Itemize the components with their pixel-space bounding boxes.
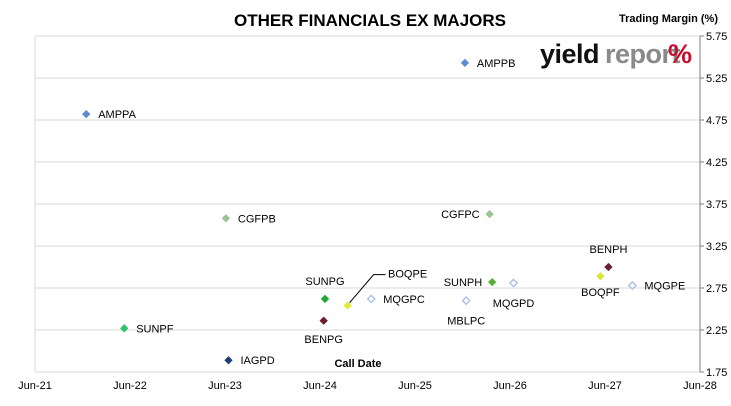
leader-line-boqpe: [349, 274, 386, 303]
y-tick-label: 5.75: [706, 31, 727, 43]
data-point-benph: [604, 262, 613, 272]
point-label-iagpd: IAGPD: [240, 355, 274, 367]
axes: [34, 35, 704, 373]
data-point-sunpf: [120, 324, 129, 333]
x-tick-label: Jun-22: [113, 380, 147, 392]
point-label-cgfpb: CGFPB: [238, 213, 276, 225]
point-label-mqgpe: MQGPE: [644, 280, 685, 292]
point-label-boqpe: BOQPE: [388, 269, 427, 281]
leader-lines: [349, 274, 386, 303]
y-tick-label: 5.25: [706, 73, 727, 85]
y-tick-label: 3.75: [706, 199, 727, 211]
point-label-boqpf: BOQPF: [581, 287, 620, 299]
x-tick-label: Jun-23: [208, 380, 242, 392]
y-tick-label: 1.75: [706, 367, 727, 379]
x-axis-label: Call Date: [334, 358, 381, 370]
point-labels: AMPPA AMPPB CGFPB CGFPC SUNPF IAGPD SUNPG BENPG…: [98, 58, 685, 367]
yieldreport-logo: yield report %: [540, 39, 692, 69]
y-tick-labels: 1.75 2.25 2.75 3.25 3.75 4.25 4.75 5.25 5.75: [706, 31, 727, 379]
x-tick-label: Jun-28: [683, 380, 717, 392]
data-point-mblpc: [461, 296, 471, 306]
point-label-sunph: SUNPH: [444, 277, 483, 289]
logo-text-report: report: [605, 39, 681, 69]
data-point-sunph: [488, 277, 497, 287]
point-label-mqgpc: MQGPC: [383, 294, 425, 306]
logo-text-yield: yield: [540, 39, 599, 69]
data-point-amppb: [460, 58, 470, 68]
y-tick-label: 2.75: [706, 283, 727, 295]
y-tick-label: 4.25: [706, 157, 727, 169]
data-point-mqgpc: [366, 294, 376, 304]
x-tick-label: Jun-21: [18, 380, 52, 392]
point-label-amppa: AMPPA: [98, 109, 136, 121]
point-label-sunpf: SUNPF: [136, 323, 174, 335]
data-point-amppa: [82, 109, 91, 119]
data-point-mqgpd: [508, 278, 519, 288]
x-tick-label: Jun-24: [303, 380, 337, 392]
data-point-boqpf: [596, 272, 605, 281]
data-points: [82, 58, 637, 365]
x-tick-label: Jun-27: [588, 380, 622, 392]
x-tick-label: Jun-25: [398, 380, 432, 392]
logo-percent-icon: %: [668, 39, 692, 69]
point-label-cgfpc: CGFPC: [441, 209, 480, 221]
point-label-benph: BENPH: [590, 244, 628, 256]
y-axis-label: Trading Margin (%): [619, 13, 718, 25]
y-tick-label: 2.25: [706, 325, 727, 337]
point-label-sunpg: SUNPG: [305, 276, 344, 288]
data-point-mqgpe: [627, 280, 637, 291]
data-point-benpg: [319, 316, 328, 325]
chart-title: OTHER FINANCIALS EX MAJORS: [234, 11, 506, 30]
data-point-sunpg: [320, 294, 330, 304]
data-point-iagpd: [224, 356, 233, 365]
y-tick-label: 4.75: [706, 115, 727, 127]
x-tick-label: Jun-26: [493, 380, 527, 392]
x-tick-labels: Jun-21 Jun-22 Jun-23 Jun-24 Jun-25 Jun-26 Jun-…: [18, 380, 717, 392]
y-tick-label: 3.25: [706, 241, 727, 253]
data-point-cgfpb: [221, 214, 231, 223]
point-label-amppb: AMPPB: [477, 58, 516, 70]
data-point-boqpe: [343, 301, 352, 310]
data-point-cgfpc: [485, 209, 494, 219]
gridlines: [35, 35, 700, 373]
point-label-benpg: BENPG: [304, 334, 343, 346]
point-label-mqgpd: MQGPD: [493, 298, 535, 310]
point-label-mblpc: MBLPC: [447, 316, 485, 328]
